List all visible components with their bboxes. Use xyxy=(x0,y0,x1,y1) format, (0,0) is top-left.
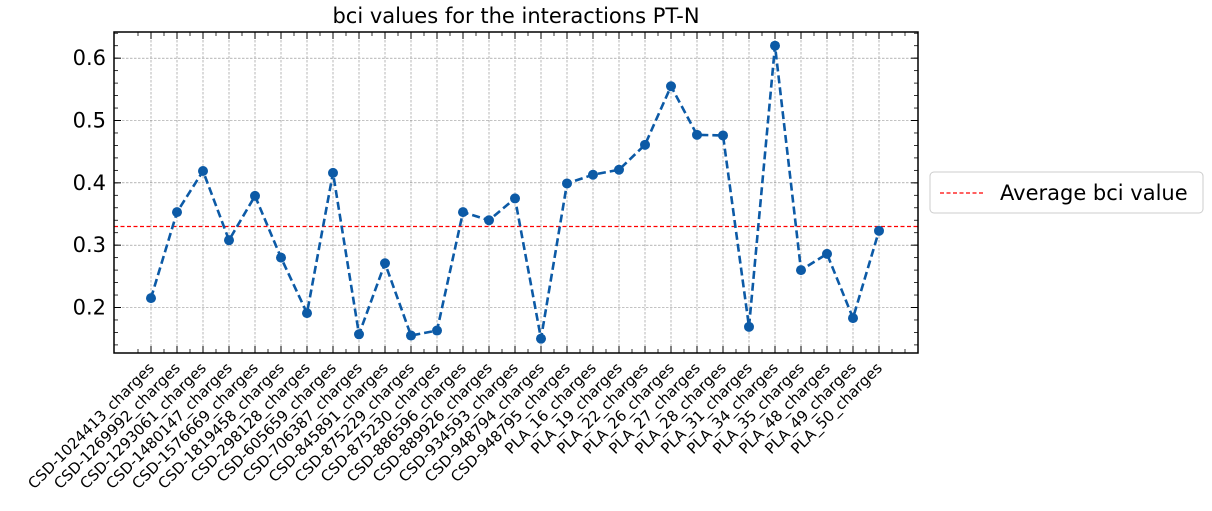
data-point xyxy=(406,330,416,341)
data-point xyxy=(198,165,208,176)
data-point xyxy=(718,130,728,141)
data-point xyxy=(146,293,156,304)
data-point xyxy=(640,139,650,150)
data-point xyxy=(224,235,234,246)
data-point xyxy=(562,178,572,189)
x-tick-labels: CSD-1024413_chargesCSD-1269992_chargesCS… xyxy=(24,359,886,493)
data-point xyxy=(172,207,182,218)
data-point xyxy=(510,193,520,204)
data-point xyxy=(354,329,364,340)
plot-frame xyxy=(113,31,919,354)
data-point xyxy=(328,167,338,178)
data-point xyxy=(536,333,546,344)
legend: Average bci value xyxy=(929,171,1204,214)
series-layer xyxy=(146,40,884,344)
data-point xyxy=(250,190,260,201)
data-point xyxy=(796,265,806,276)
y-tick-label: 0.2 xyxy=(73,295,106,319)
legend-label: Average bci value xyxy=(1000,181,1188,205)
y-tick-label: 0.6 xyxy=(73,46,106,70)
data-point xyxy=(458,207,468,218)
data-point xyxy=(666,81,676,92)
data-point xyxy=(276,252,286,263)
y-tick-label: 0.4 xyxy=(73,171,106,195)
data-point xyxy=(302,308,312,319)
data-point xyxy=(822,248,832,259)
legend-box xyxy=(929,171,1204,214)
data-point xyxy=(770,40,780,51)
grid xyxy=(114,32,918,353)
y-tick-labels: 0.2 0.3 0.4 0.5 0.6 xyxy=(73,46,106,319)
y-tick-label: 0.3 xyxy=(73,233,106,257)
data-point xyxy=(432,325,442,336)
data-point xyxy=(744,321,754,332)
y-tick-label: 0.5 xyxy=(73,109,106,133)
ticks xyxy=(114,32,919,353)
data-point xyxy=(874,225,884,236)
data-point xyxy=(614,164,624,175)
data-point xyxy=(484,215,494,226)
data-point xyxy=(380,258,390,269)
data-point xyxy=(588,169,598,180)
data-point xyxy=(848,313,858,324)
chart-title: bci values for the interactions PT-N xyxy=(332,4,699,28)
data-point xyxy=(692,129,702,140)
